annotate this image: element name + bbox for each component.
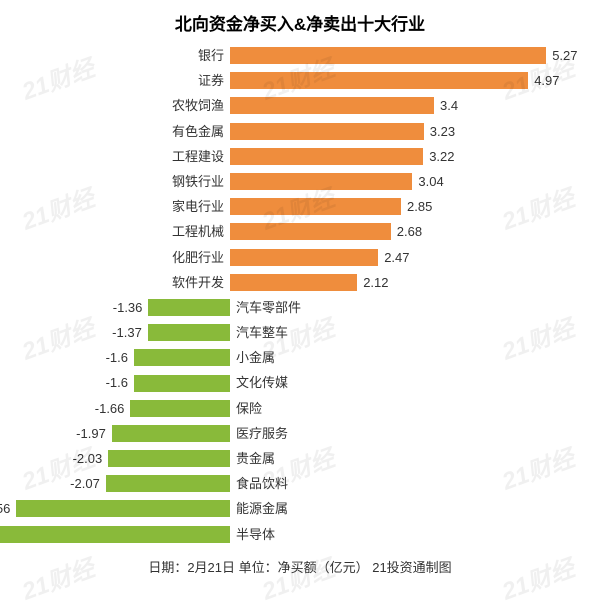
category-label: 汽车整车 (236, 320, 288, 345)
bar-row: 农牧饲渔 3.4 (0, 93, 600, 118)
bar-row: 软件开发 2.12 (0, 270, 600, 295)
bar (0, 526, 230, 543)
category-label: 小金属 (236, 345, 275, 370)
category-label: 工程建设 (172, 144, 224, 169)
bar-row: 汽车整车 -1.37 (0, 320, 600, 345)
bar (230, 97, 434, 114)
bar (134, 375, 230, 392)
category-label: 银行 (198, 43, 224, 68)
bar-row: 贵金属 -2.03 (0, 446, 600, 471)
bar (230, 249, 378, 266)
bar-row: 半导体-4.05 (0, 522, 600, 547)
bar-row: 工程机械 2.68 (0, 219, 600, 244)
bar (230, 173, 412, 190)
bar (106, 475, 230, 492)
value-label: -1.37 (112, 320, 142, 345)
category-label: 化肥行业 (172, 245, 224, 270)
bar-row: 能源金属 -3.56 (0, 496, 600, 521)
value-label: -2.07 (70, 471, 100, 496)
bar-row: 医疗服务 -1.97 (0, 421, 600, 446)
bar-row: 文化传媒 -1.6 (0, 370, 600, 395)
value-label: 3.4 (440, 93, 458, 118)
bar-row: 银行 5.27 (0, 43, 600, 68)
bar (148, 299, 230, 316)
category-label: 汽车零部件 (236, 295, 301, 320)
bar-row: 家电行业 2.85 (0, 194, 600, 219)
bar-row: 证券 4.97 (0, 68, 600, 93)
bar (230, 274, 357, 291)
bar-row: 钢铁行业 3.04 (0, 169, 600, 194)
value-label: 2.12 (363, 270, 388, 295)
bar (230, 47, 546, 64)
chart-title: 北向资金净买入&净卖出十大行业 (0, 0, 600, 43)
category-label: 钢铁行业 (172, 169, 224, 194)
category-label: 农牧饲渔 (172, 93, 224, 118)
category-label: 文化传媒 (236, 370, 288, 395)
chart-footer: 日期：2月21日 单位：净买额（亿元） 21投资通制图 (0, 547, 600, 576)
bar (16, 500, 230, 517)
bar-chart: 银行 5.27 证券 4.97 农牧饲渔 3.4 有色金属 3.23 工程建设 3.22 钢铁行业 3… (0, 43, 600, 547)
bar (230, 72, 528, 89)
bar-row: 食品饮料 -2.07 (0, 471, 600, 496)
bar (230, 198, 401, 215)
bar-row: 汽车零部件 -1.36 (0, 295, 600, 320)
bar-row: 化肥行业 2.47 (0, 245, 600, 270)
value-label: -3.56 (0, 496, 10, 521)
value-label: 2.47 (384, 245, 409, 270)
category-label: 工程机械 (172, 219, 224, 244)
bar-row: 小金属 -1.6 (0, 345, 600, 370)
bar (108, 450, 230, 467)
value-label: 3.04 (418, 169, 443, 194)
category-label: 保险 (236, 396, 262, 421)
value-label: 3.23 (430, 119, 455, 144)
bar (230, 223, 391, 240)
bar-row: 保险 -1.66 (0, 396, 600, 421)
bar (134, 349, 230, 366)
value-label: 4.97 (534, 68, 559, 93)
category-label: 能源金属 (236, 496, 288, 521)
category-label: 有色金属 (172, 119, 224, 144)
value-label: 5.27 (552, 43, 577, 68)
value-label: 2.85 (407, 194, 432, 219)
category-label: 食品饮料 (236, 471, 288, 496)
bar (112, 425, 230, 442)
value-label: -1.36 (113, 295, 143, 320)
value-label: 3.22 (429, 144, 454, 169)
category-label: 半导体 (236, 522, 275, 547)
value-label: -1.66 (95, 396, 125, 421)
bar-row: 工程建设 3.22 (0, 144, 600, 169)
value-label: -2.03 (73, 446, 103, 471)
value-label: -1.6 (106, 345, 128, 370)
category-label: 软件开发 (172, 270, 224, 295)
category-label: 医疗服务 (236, 421, 288, 446)
value-label: 2.68 (397, 219, 422, 244)
bar (130, 400, 230, 417)
category-label: 贵金属 (236, 446, 275, 471)
category-label: 证券 (198, 68, 224, 93)
value-label: -1.97 (76, 421, 106, 446)
category-label: 家电行业 (172, 194, 224, 219)
bar (230, 148, 423, 165)
bar-row: 有色金属 3.23 (0, 119, 600, 144)
bar (148, 324, 230, 341)
value-label: -1.6 (106, 370, 128, 395)
bar (230, 123, 424, 140)
